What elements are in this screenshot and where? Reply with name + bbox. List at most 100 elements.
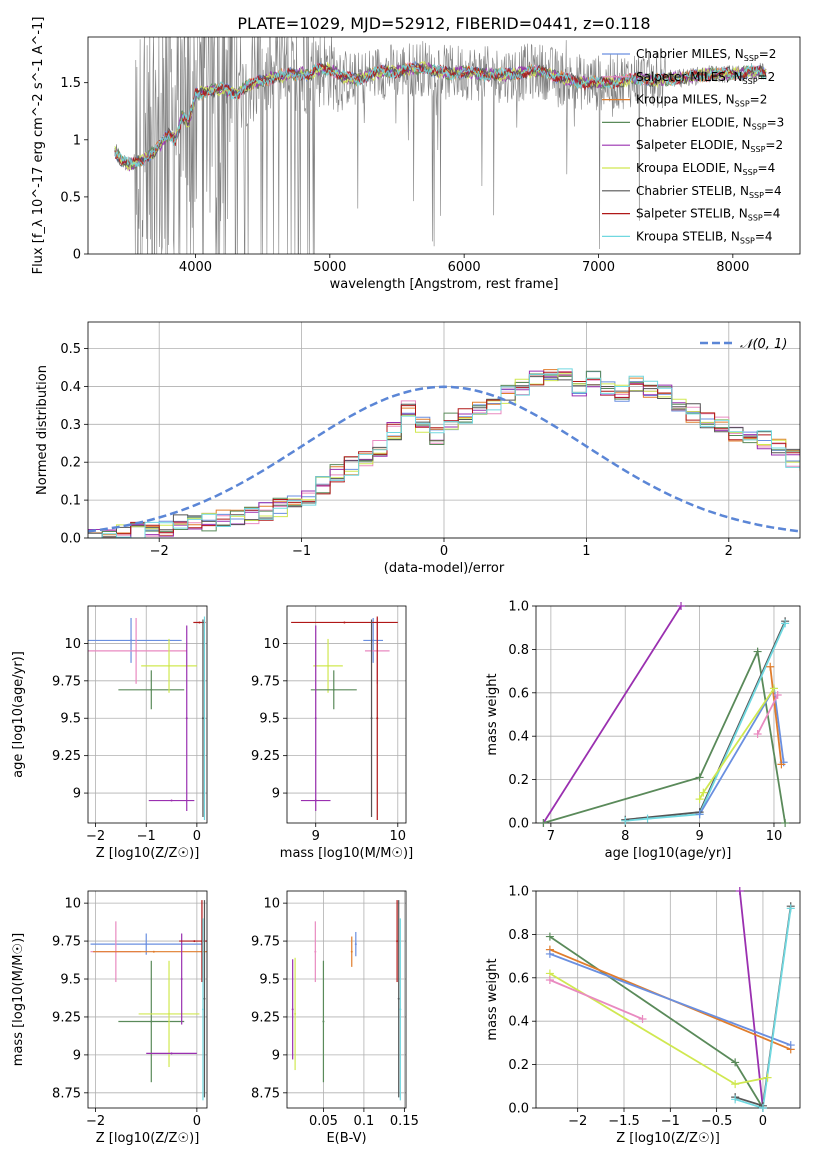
hist-chabrier_stelib xyxy=(88,376,800,538)
y-tick-label: 9.5 xyxy=(60,973,81,988)
legend-n: =2 xyxy=(765,138,783,152)
errorbar-point-chabrier_stelib xyxy=(397,997,400,1000)
weight-marker-kroupa_elodie xyxy=(763,1073,772,1082)
errorbar-point-salpeter_elodie xyxy=(291,1008,294,1011)
y-tick-label: 9.5 xyxy=(259,973,280,988)
axes-frame xyxy=(286,890,407,1109)
weight-marker-kroupa_elodie xyxy=(769,684,778,693)
y-tick-label: 0 xyxy=(73,248,81,263)
y-tick-label: 9.75 xyxy=(52,935,81,950)
errorbar-point-chabrier_elodie xyxy=(150,688,153,691)
y-tick-label: 0.5 xyxy=(60,190,81,205)
legend-n: =4 xyxy=(758,161,776,175)
weight-line-kroupa_stelib xyxy=(625,623,786,822)
legend-sub: SSP xyxy=(743,77,758,86)
legend-sub: SSP xyxy=(743,168,758,177)
weight-line-chabrier_miles xyxy=(549,953,792,1046)
y-axis-label: Flux [f_λ 10^-17 erg cm^-2 s^-1 A^-1] xyxy=(31,17,46,275)
weight-marker-chabrier_elodie xyxy=(539,819,548,827)
weight-marker-salpeter_miles xyxy=(773,690,782,699)
legend-n: =4 xyxy=(755,229,773,243)
errorbar-point-salpeter_miles xyxy=(314,950,317,953)
y-axis-label: age [log10(age/yr)] xyxy=(11,651,26,778)
errorbar-point-salpeter_elodie xyxy=(185,717,188,720)
errorbar-point-salpeter_stelib xyxy=(193,940,196,943)
weight-marker-kroupa_stelib xyxy=(786,904,795,913)
weight-marker-kroupa_miles xyxy=(777,760,786,769)
y-tick-label: 1.0 xyxy=(508,885,529,900)
weight-line-salpeter_miles xyxy=(549,979,643,1020)
weight-marker-kroupa_elodie xyxy=(695,795,704,804)
y-tick-label: 0.6 xyxy=(508,686,529,701)
y-tick-label: 9.75 xyxy=(251,935,280,950)
x-axis-label: mass [log10(M/M☉)] xyxy=(280,846,413,861)
spectrum-data-line xyxy=(114,37,767,254)
weight-marker-salpeter_elodie xyxy=(677,602,686,610)
plot-area xyxy=(88,616,206,821)
weight-marker-kroupa_miles xyxy=(766,662,775,671)
gaussian-curve xyxy=(88,385,800,533)
figure-title: PLATE=1029, MJD=52912, FIBERID=0441, z=0… xyxy=(237,14,650,33)
y-tick-label: 9.25 xyxy=(52,749,81,764)
errorbar-point-kroupa_miles xyxy=(350,950,353,953)
weight-marker-kroupa_stelib xyxy=(731,1095,740,1104)
legend-label: Kroupa ELODIE, NSSP=4 xyxy=(636,161,775,177)
x-tick-label: 6000 xyxy=(448,260,481,275)
axes-frame xyxy=(286,605,407,824)
weight-marker-kroupa_elodie xyxy=(731,1080,740,1089)
legend-label: Chabrier ELODIE, NSSP=3 xyxy=(636,115,784,131)
x-tick-label: 9 xyxy=(312,829,320,844)
weight-line-salpeter_elodie xyxy=(542,606,682,823)
panel-mass_vs_ebv: 0.05 0.1 0.15 8.75 9 9.25 9.5 9.75 10 E(B-V) xyxy=(251,890,419,1146)
x-tick-label: 9 xyxy=(695,829,703,844)
errorbar-point-chabrier_miles xyxy=(354,943,357,946)
legend-label: Kroupa STELIB, NSSP=4 xyxy=(636,229,773,245)
x-tick-label: 0 xyxy=(193,829,201,844)
x-tick-label: −1 xyxy=(661,1114,680,1129)
gaussian-legend-label: 𝒩(0, 1) xyxy=(740,337,787,352)
x-axis-label: Z [log10(Z/Z☉)] xyxy=(96,846,200,861)
y-tick-label: 10 xyxy=(64,897,81,912)
weight-marker-kroupa_stelib xyxy=(643,814,652,823)
weight-line-salpeter_elodie xyxy=(738,891,764,1108)
weight-marker-salpeter_miles xyxy=(638,1015,647,1024)
y-tick-label: 10 xyxy=(64,637,81,652)
errorbar-point-salpeter_elodie xyxy=(314,717,317,720)
weight-marker-salpeter_miles xyxy=(753,730,762,739)
y-tick-label: 0.6 xyxy=(508,971,529,986)
x-tick-label: −2 xyxy=(86,1114,105,1129)
hist-kroupa_stelib xyxy=(88,368,800,538)
x-tick-label: −2 xyxy=(568,1114,587,1129)
errorbar-point-kroupa_elodie xyxy=(168,1012,171,1015)
axes-frame xyxy=(87,36,801,255)
x-tick-label: 0 xyxy=(759,1114,767,1129)
errorbar-point-kroupa_stelib xyxy=(399,1008,402,1011)
plot-area xyxy=(88,368,800,538)
x-tick-label: −1 xyxy=(137,829,156,844)
y-tick-label: 0.1 xyxy=(60,494,81,509)
y-tick-label: 9 xyxy=(73,787,81,802)
y-tick-label: 0.8 xyxy=(508,643,529,658)
errorbar-point-kroupa_elodie xyxy=(327,664,330,667)
weight-marker-chabrier_elodie xyxy=(753,647,762,656)
weight-marker-kroupa_stelib xyxy=(621,816,630,825)
y-tick-label: 0.4 xyxy=(508,730,529,745)
weight-marker-chabrier_miles xyxy=(695,810,704,819)
errorbar-point-kroupa_elodie xyxy=(294,1012,297,1015)
y-tick-label: 0.5 xyxy=(60,342,81,357)
x-axis-label: (data-model)/error xyxy=(384,561,505,576)
y-tick-label: 10 xyxy=(263,897,280,912)
x-tick-label: 10 xyxy=(766,829,783,844)
y-tick-label: 9.5 xyxy=(60,712,81,727)
weight-marker-chabrier_elodie xyxy=(731,1058,740,1067)
legend-n: =2 xyxy=(750,93,768,107)
y-tick-label: 1.0 xyxy=(508,600,529,615)
x-tick-label: −2 xyxy=(150,544,169,559)
errorbar-point-salpeter_stelib xyxy=(396,940,399,943)
errorbar-point-chabrier_elodie xyxy=(332,688,335,691)
y-tick-label: 1 xyxy=(73,133,81,148)
weight-line-kroupa_miles xyxy=(769,666,783,765)
panel-age_vs_Z: −2 −1 0 9 9.25 9.5 9.75 10 Z [log10(Z/Z☉)] age [l… xyxy=(11,605,208,861)
